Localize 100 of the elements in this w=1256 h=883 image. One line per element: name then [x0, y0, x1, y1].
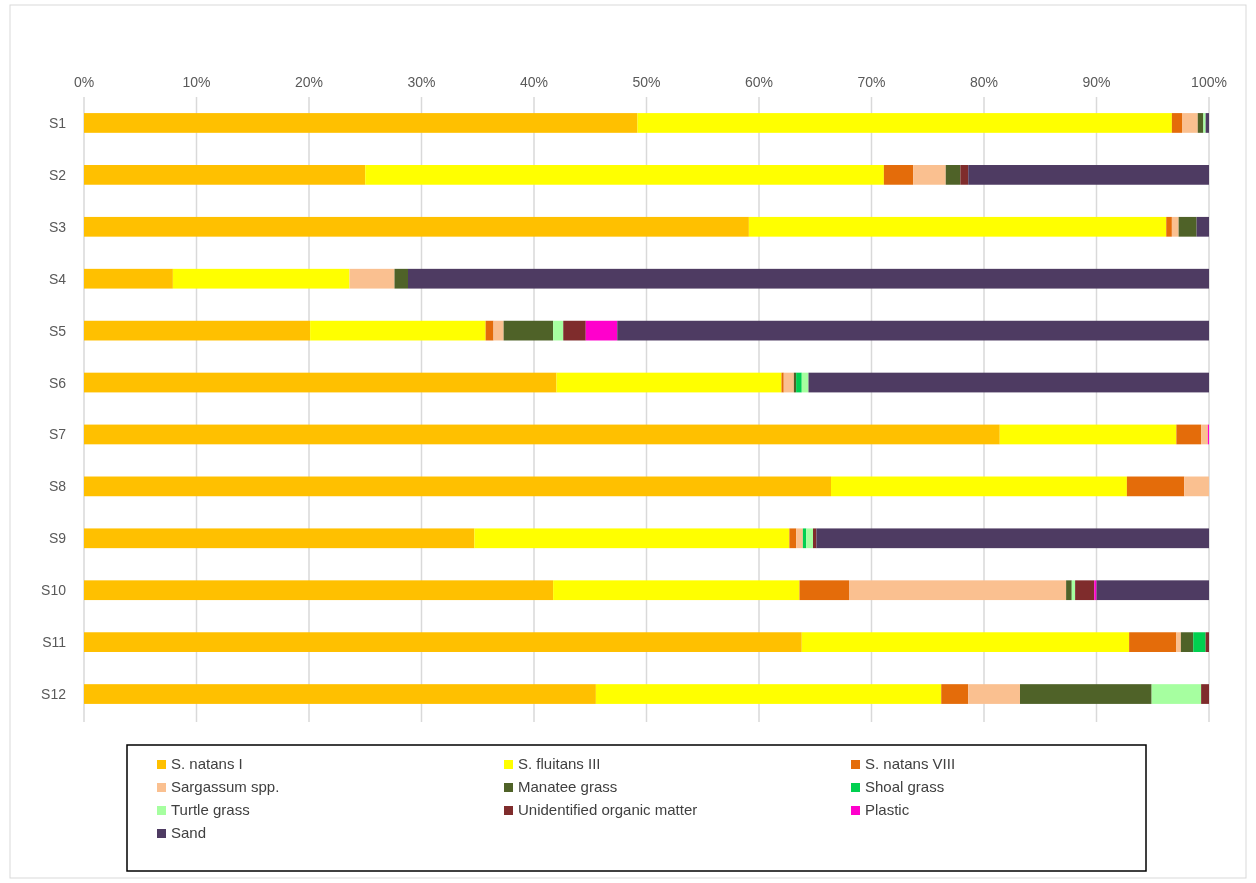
legend-label: S. natans I	[171, 755, 243, 772]
bar	[1126, 476, 1185, 497]
bar	[1176, 632, 1181, 652]
bar	[349, 268, 395, 289]
legend-label: Sargassum spp.	[171, 778, 280, 795]
bar	[493, 320, 504, 341]
y-tick-label: S9	[48, 530, 67, 547]
bar	[999, 424, 1177, 445]
bar	[1096, 580, 1209, 601]
bar	[1201, 684, 1209, 704]
x-tick-label: 20%	[294, 74, 324, 90]
bar	[941, 684, 969, 704]
x-tick-label: 40%	[519, 74, 549, 90]
bar	[503, 320, 554, 341]
bar	[394, 268, 408, 289]
bar	[84, 113, 638, 133]
bar	[617, 320, 1209, 341]
bar	[802, 528, 807, 549]
bar	[883, 165, 914, 185]
bar	[1180, 632, 1194, 652]
bar	[831, 476, 1127, 497]
bar	[474, 528, 790, 549]
bar	[84, 424, 1000, 445]
x-tick-label: 70%	[857, 74, 886, 90]
bar	[595, 684, 942, 704]
bar	[1205, 632, 1209, 652]
bar	[1151, 684, 1202, 704]
legend-label: S. natans VIII	[865, 755, 956, 772]
legend-label: Turtle grass	[171, 801, 250, 818]
bar	[808, 372, 1209, 393]
bar	[1171, 216, 1179, 237]
bar	[553, 580, 800, 601]
legend-label: Sand	[171, 824, 207, 841]
bar	[1201, 424, 1208, 445]
bar	[84, 372, 557, 393]
bar	[84, 528, 475, 549]
legend-label: Manatee grass	[518, 778, 618, 795]
bar	[1184, 476, 1209, 497]
bar	[485, 320, 494, 341]
x-tick-label: 60%	[744, 74, 774, 90]
bar	[1178, 216, 1197, 237]
legend-label: Unidentified organic matter	[518, 801, 698, 818]
bar	[849, 580, 1067, 601]
bar	[84, 165, 366, 185]
legend-label: S. fluitans III	[518, 755, 601, 772]
y-tick-label: S12	[41, 686, 67, 703]
bar	[553, 320, 564, 341]
bar	[563, 320, 586, 341]
bar	[1071, 580, 1076, 601]
bar	[789, 528, 797, 549]
bar	[801, 372, 809, 393]
bar	[84, 216, 749, 237]
bar	[796, 528, 803, 549]
y-tick-label: S6	[48, 374, 67, 391]
y-tick-label: S2	[48, 166, 67, 183]
bar	[816, 528, 1209, 549]
y-tick-label: S5	[48, 322, 67, 339]
bar	[84, 268, 173, 289]
bar	[84, 684, 596, 704]
bar	[1193, 632, 1206, 652]
legend-label: Shoal grass	[865, 778, 945, 795]
bar	[365, 165, 884, 185]
bar	[968, 684, 1020, 704]
bar	[1166, 216, 1172, 237]
bar	[172, 268, 350, 289]
x-tick-label: 100%	[1191, 74, 1227, 90]
y-tick-label: S3	[48, 218, 67, 235]
bar	[84, 632, 802, 652]
bar	[1066, 580, 1072, 601]
x-tick-label: 0%	[73, 74, 95, 90]
bar	[1171, 113, 1183, 133]
x-tick-label: 10%	[182, 74, 211, 90]
bar	[408, 268, 1209, 289]
bar	[801, 632, 1130, 652]
bar	[585, 320, 618, 341]
bar	[1075, 580, 1095, 601]
bar	[1197, 113, 1204, 133]
y-tick-label: S10	[41, 582, 67, 599]
bar	[913, 165, 946, 185]
bar	[84, 320, 311, 341]
bar	[1020, 684, 1152, 704]
bar	[960, 165, 969, 185]
bar	[748, 216, 1167, 237]
x-tick-label: 80%	[969, 74, 999, 90]
bar	[1182, 113, 1198, 133]
y-tick-label: S4	[48, 270, 67, 287]
bar	[1196, 216, 1209, 237]
bar	[783, 372, 794, 393]
y-tick-label: S11	[42, 634, 67, 651]
bar	[637, 113, 1172, 133]
bar	[796, 372, 802, 393]
bar	[84, 580, 554, 601]
bar	[806, 528, 813, 549]
bar	[813, 528, 817, 549]
y-tick-label: S7	[48, 426, 67, 443]
legend-label: Plastic	[865, 801, 910, 818]
bar	[1129, 632, 1177, 652]
bar	[1094, 580, 1097, 601]
bar	[1176, 424, 1202, 445]
y-tick-label: S8	[48, 478, 67, 495]
